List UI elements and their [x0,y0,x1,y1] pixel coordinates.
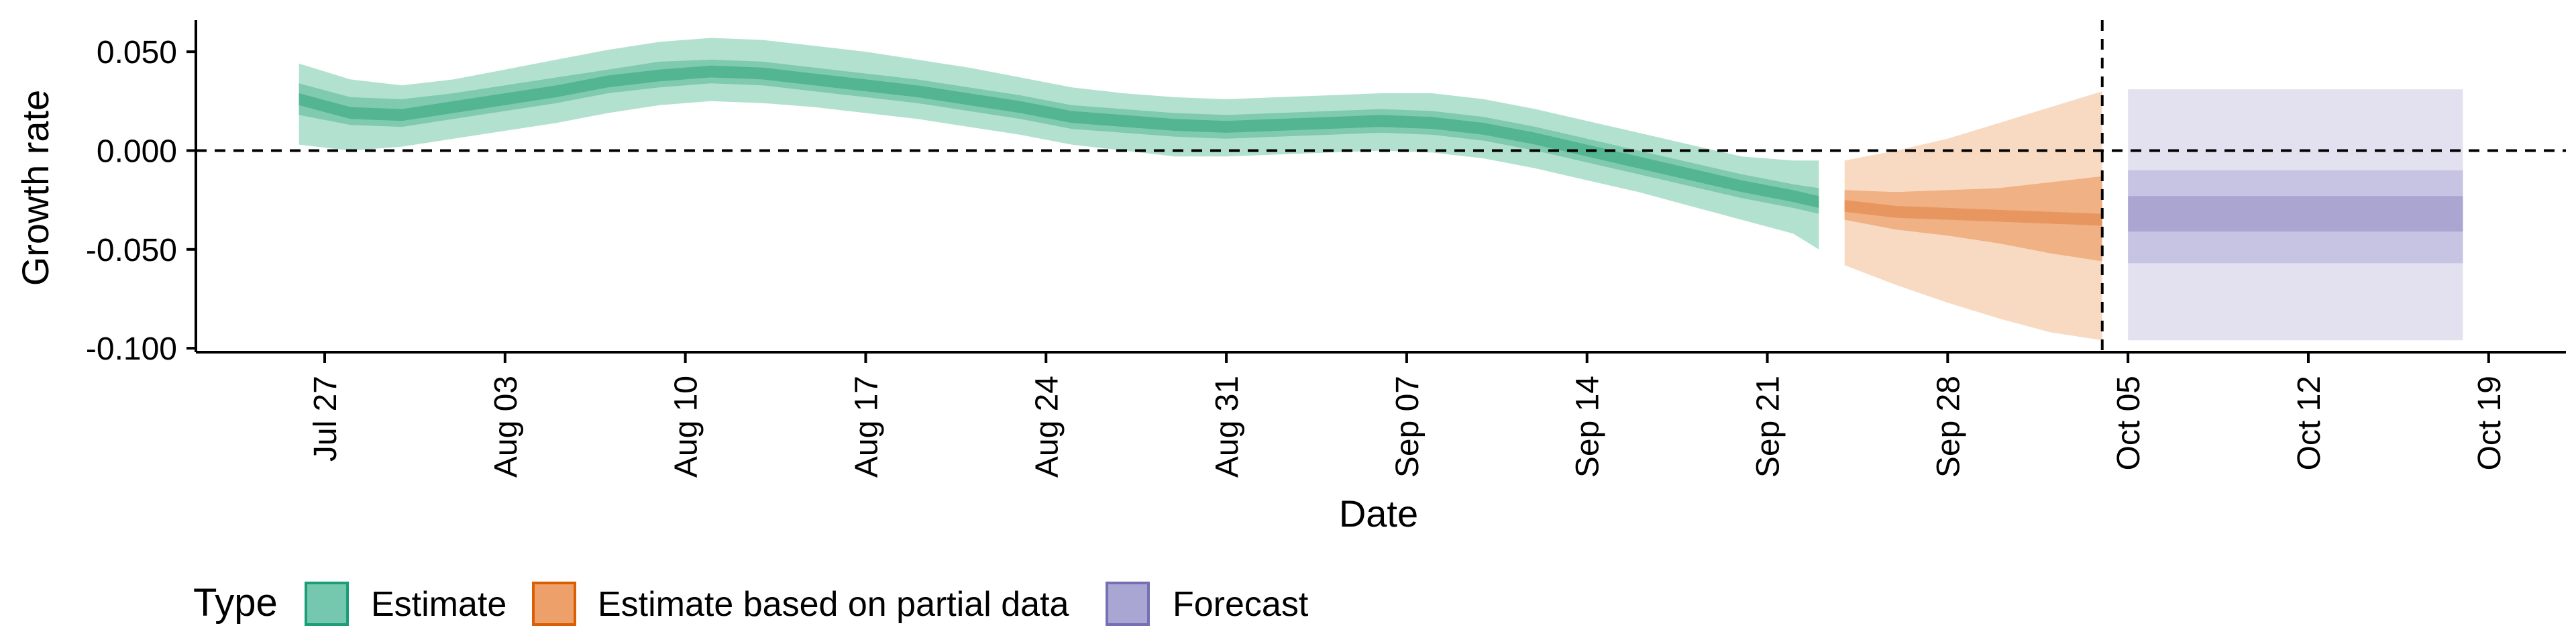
x-axis-title: Date [1339,492,1418,535]
x-tick-label: Oct 12 [2292,376,2327,470]
y-tick-label: -0.050 [86,233,177,268]
legend-label-estimate: Estimate [371,585,506,624]
series-estimate-based-on-partial-data [1844,91,2102,341]
y-tick-label: 0.000 [97,133,177,169]
legend-label-partial: Estimate based on partial data [598,585,1069,624]
y-tick-label: -0.100 [86,331,177,367]
series-estimate [299,38,1819,250]
legend-label-forecast: Forecast [1173,585,1309,624]
legend: Type Estimate Estimate based on partial … [193,581,1309,626]
x-tick-label: Oct 19 [2472,376,2508,470]
y-tick-label: 0.050 [97,35,177,70]
x-tick-label: Aug 10 [669,376,704,478]
y-axis-title: Growth rate [14,90,56,286]
legend-swatch-partial [532,582,576,626]
x-tick-label: Sep 07 [1390,376,1426,478]
legend-swatch-estimate [305,582,349,626]
band-90-estimate [299,38,1819,250]
x-tick-label: Sep 28 [1931,376,1966,478]
x-tick-label: Aug 24 [1029,376,1065,478]
median-estimate [299,65,1819,208]
band-20-forecast [2128,196,2463,232]
tick-labels: 0.050 0.000 -0.050 -0.100 Jul 27 Aug 03 Aug 10… [86,35,2508,478]
reference-lines [196,20,2566,352]
x-tick-label: Aug 03 [488,376,524,478]
x-tick-label: Jul 27 [308,376,343,462]
median-estimate-based-on-partial-data [1844,200,2102,226]
series-forecast [2128,89,2463,341]
legend-swatch-forecast [1106,582,1150,626]
axes [195,20,2566,354]
legend-title: Type [193,581,278,625]
bands-layer [299,38,2463,341]
x-tick-label: Aug 17 [849,376,885,478]
x-tick-label: Oct 05 [2111,376,2147,470]
x-tick-label: Aug 31 [1210,376,1245,478]
x-tick-label: Sep 21 [1751,376,1786,478]
x-tick-label: Sep 14 [1570,376,1606,478]
